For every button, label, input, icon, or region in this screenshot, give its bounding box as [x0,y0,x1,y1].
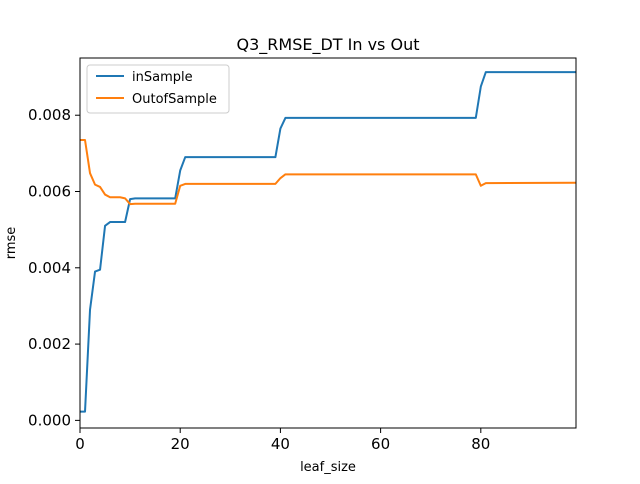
x-tick-label: 0 [75,435,85,453]
y-tick-label: 0.004 [28,259,71,277]
series-line-insample [80,71,576,413]
y-tick-label: 0.006 [28,183,71,201]
plot-frame [79,57,577,429]
legend-label-outofsample: OutofSample [132,92,217,107]
series-line-outofsample [80,139,577,206]
y-tick-label: 0.000 [28,411,71,429]
x-tick-label: 80 [471,435,490,453]
legend-label-insample: inSample [132,70,193,85]
y-axis-ticks: 0.000 0.002 0.004 0.006 0.008 [28,106,80,429]
legend: inSample OutofSample [86,64,230,114]
x-tick-label: 20 [171,435,190,453]
x-tick-label: 60 [371,435,390,453]
chart-title: Q3_RMSE_DT In vs Out [237,35,420,55]
y-tick-label: 0.002 [28,335,71,353]
x-axis-ticks: 0 20 40 60 80 [75,428,490,453]
plot-area [80,58,576,428]
y-tick-label: 0.008 [28,106,71,124]
x-axis-label: leaf_size [300,460,356,475]
x-tick-label: 40 [271,435,290,453]
axes-layer [79,57,577,429]
y-axis-label: rmse [4,227,19,260]
series-layer [80,71,577,413]
